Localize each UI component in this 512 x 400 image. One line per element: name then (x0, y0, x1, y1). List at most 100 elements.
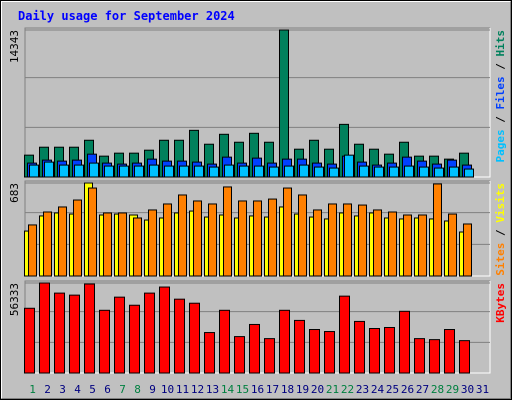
bar (369, 328, 380, 374)
bar (359, 165, 369, 178)
bar (54, 292, 65, 374)
bar (418, 214, 427, 277)
bar (209, 166, 219, 178)
bar (178, 194, 187, 277)
bar (224, 164, 234, 178)
bar (309, 329, 320, 374)
bar (119, 165, 129, 178)
legend: KBytes (494, 283, 507, 323)
bar (179, 165, 189, 178)
x-tick-label: 8 (134, 383, 141, 396)
bar (148, 209, 157, 277)
bar (28, 224, 37, 277)
bar (114, 296, 125, 374)
x-tick-label: 22 (341, 383, 354, 396)
bar (39, 282, 50, 374)
legend: Sites / Visits (494, 183, 507, 276)
bar (29, 164, 39, 178)
legend-entry: Hits (494, 30, 507, 57)
bar (264, 338, 275, 374)
bar (433, 183, 442, 277)
bar (324, 331, 335, 374)
x-tick-label: 9 (149, 383, 156, 396)
bar (279, 309, 290, 374)
bar (238, 200, 247, 277)
bar (193, 200, 202, 277)
bar (429, 339, 440, 374)
bar (329, 167, 339, 178)
bar (24, 307, 35, 374)
bar (388, 211, 397, 277)
x-tick-label: 17 (266, 383, 279, 396)
bar (339, 295, 350, 374)
bar (444, 329, 455, 374)
chart-title: Daily usage for September 2024 (18, 9, 235, 23)
legend-entry: Files (494, 76, 507, 109)
bar (164, 165, 174, 178)
bar (234, 336, 245, 374)
bar (279, 29, 289, 178)
x-tick-label: 23 (356, 383, 369, 396)
bar (403, 214, 412, 277)
bar (189, 302, 200, 374)
bar (299, 164, 309, 178)
bar (103, 212, 112, 277)
x-tick-label: 31 (476, 383, 489, 396)
x-tick-label: 20 (311, 383, 324, 396)
x-tick-label: 11 (176, 383, 189, 396)
bar (253, 200, 262, 277)
x-tick-label: 3 (59, 383, 66, 396)
legend-separator: / (494, 57, 507, 77)
x-tick-label: 18 (281, 383, 294, 396)
bar (354, 320, 365, 374)
bar (204, 332, 215, 374)
x-tick-label: 26 (401, 383, 414, 396)
bar (374, 166, 384, 178)
bar (44, 161, 54, 178)
bar (159, 286, 170, 374)
bar (298, 194, 307, 277)
legend-separator: / (494, 110, 507, 130)
bar (163, 203, 172, 277)
x-tick-label: 6 (104, 383, 111, 396)
bar (223, 186, 232, 277)
bar (284, 165, 294, 178)
bar (313, 209, 322, 277)
x-tick-label: 25 (386, 383, 399, 396)
x-tick-label: 27 (416, 383, 429, 396)
bar (294, 319, 305, 374)
bar (419, 166, 429, 178)
x-tick-label: 21 (326, 383, 339, 396)
x-tick-label: 13 (206, 383, 219, 396)
bar (73, 199, 82, 277)
x-tick-label: 30 (461, 383, 474, 396)
bar (84, 283, 95, 374)
x-tick-label: 28 (431, 383, 444, 396)
bar (344, 154, 354, 178)
bar (88, 187, 97, 277)
x-tick-label: 2 (44, 383, 51, 396)
x-tick-label: 19 (296, 383, 309, 396)
y-tick-label: 683 (8, 183, 21, 203)
x-tick-label: 10 (161, 383, 174, 396)
x-tick-label: 24 (371, 383, 385, 396)
x-tick-label: 14 (221, 383, 235, 396)
bar (144, 292, 155, 374)
legend: Pages / Files / Hits (494, 30, 507, 163)
x-tick-label: 1 (29, 383, 36, 396)
bar (208, 203, 217, 277)
bar (133, 217, 142, 277)
bar (389, 166, 399, 178)
bar (74, 164, 84, 178)
x-tick-label: 29 (446, 383, 459, 396)
bar (219, 309, 230, 374)
bar (404, 165, 414, 178)
x-tick-label: 7 (119, 383, 126, 396)
legend-entry: KBytes (494, 283, 507, 323)
legend-entry: Pages (494, 129, 507, 162)
bar (449, 166, 459, 178)
